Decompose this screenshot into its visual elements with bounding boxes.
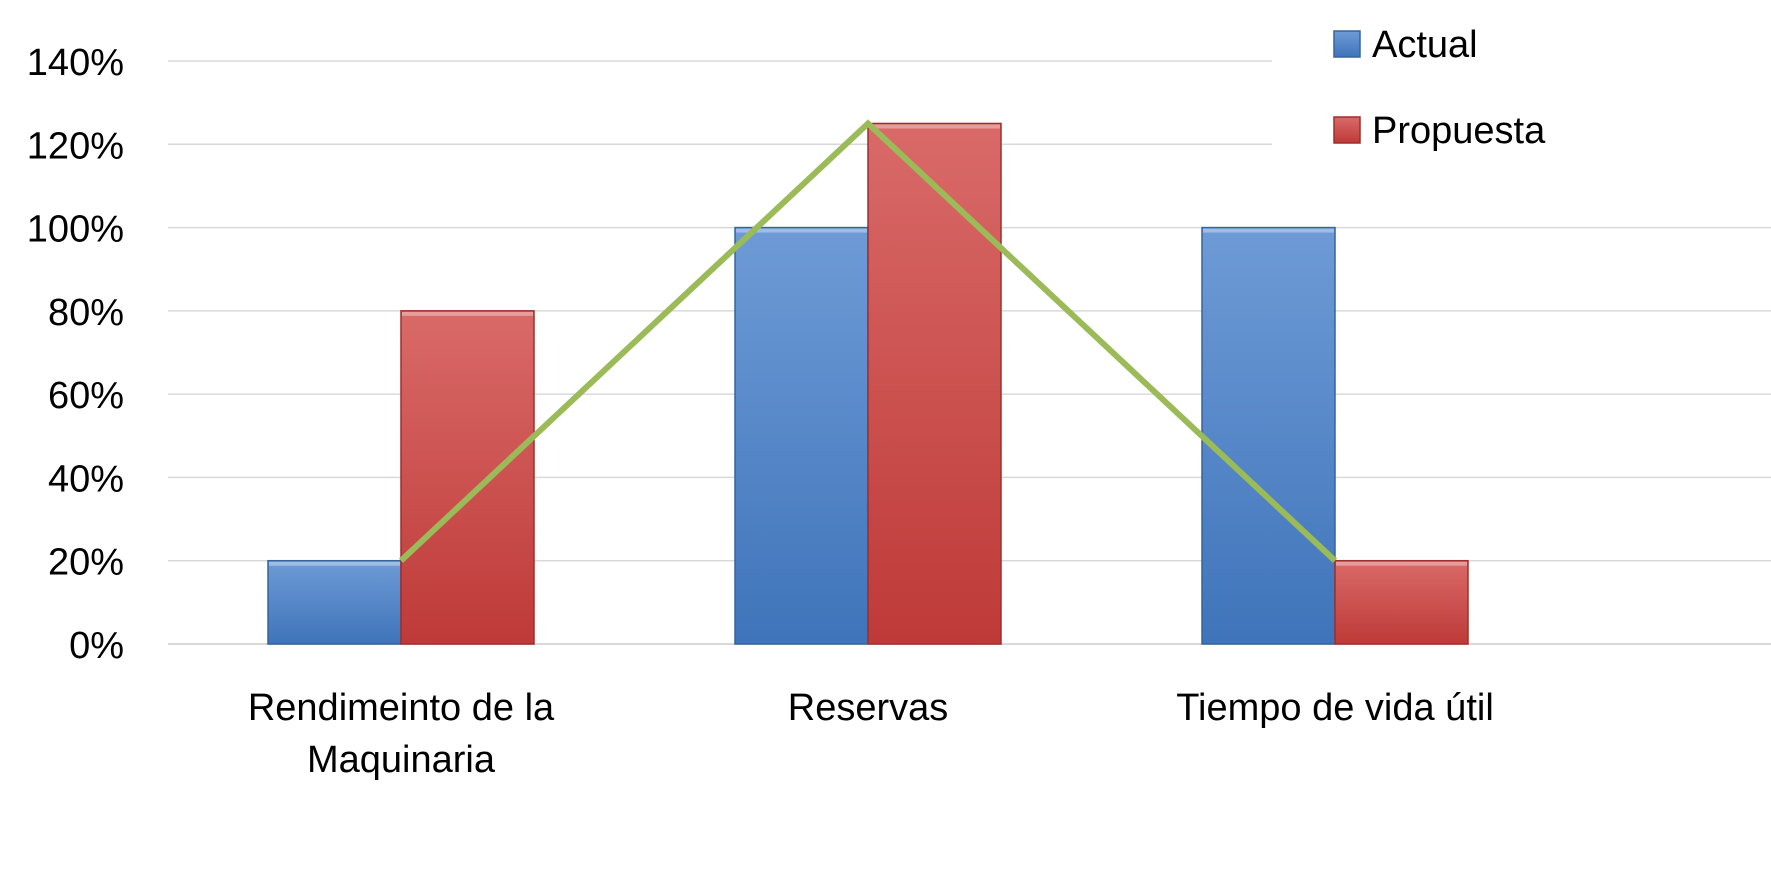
legend-label-actual: Actual: [1372, 24, 1478, 66]
bar-highlight: [269, 561, 400, 566]
legend-swatch-actual: [1333, 30, 1361, 58]
y-tick-label: 120%: [27, 125, 124, 167]
x-tick-label: Reservas: [788, 687, 949, 729]
bars: [267, 122, 1469, 645]
bar-actual: [267, 559, 402, 645]
bar-actual: [734, 226, 869, 645]
trend-line: [398, 119, 1338, 563]
y-tick-label: 80%: [48, 292, 124, 334]
bar-propuesta: [867, 122, 1002, 645]
bar-highlight: [736, 228, 867, 233]
bar-highlight: [869, 124, 1000, 129]
legend: Actual Propuesta: [1333, 24, 1546, 152]
y-tick-label: 0%: [69, 625, 124, 667]
legend-swatch-propuesta: [1333, 116, 1361, 144]
bar-propuesta: [400, 310, 535, 645]
y-tick-label: 40%: [48, 458, 124, 500]
y-tick-label: 140%: [27, 42, 124, 84]
x-tick-label: Maquinaria: [307, 739, 496, 781]
y-tick-label: 20%: [48, 542, 124, 584]
y-axis-ticks: 0% 20% 40% 60% 80% 100% 120% 140%: [27, 42, 124, 667]
bar-highlight: [1336, 561, 1467, 566]
y-tick-label: 60%: [48, 375, 124, 417]
overlay-line: [398, 119, 1338, 563]
x-tick-label: Tiempo de vida útil: [1176, 687, 1494, 729]
legend-label-propuesta: Propuesta: [1372, 110, 1546, 152]
bar-highlight: [402, 311, 533, 316]
bar-highlight: [1203, 228, 1334, 233]
x-tick-label: Rendimeinto de la: [248, 687, 555, 729]
y-tick-label: 100%: [27, 209, 124, 251]
x-axis-ticks: Rendimeinto de la Maquinaria Reservas Tiemp…: [248, 687, 1494, 781]
bar-propuesta: [1334, 559, 1469, 645]
bar-actual: [1201, 226, 1336, 645]
